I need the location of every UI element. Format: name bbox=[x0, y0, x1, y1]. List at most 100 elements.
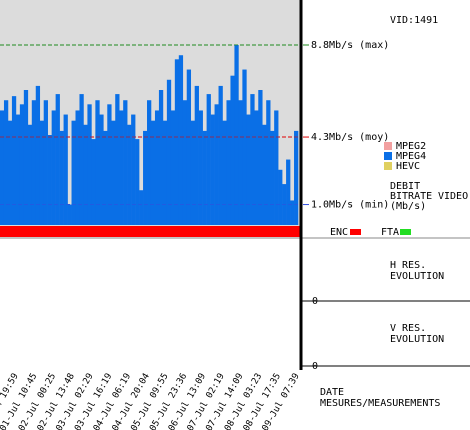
bitrate-bar bbox=[154, 110, 160, 225]
bitrate-bar bbox=[79, 94, 84, 225]
bitrate-bar bbox=[278, 169, 283, 225]
y-axis-label: DEBIT bbox=[390, 181, 420, 192]
bitrate-bar bbox=[294, 130, 299, 225]
bitrate-bar bbox=[178, 55, 184, 226]
bitrate-bar bbox=[158, 90, 164, 225]
bitrate-bar bbox=[3, 100, 9, 225]
bitrate-bar bbox=[135, 139, 140, 225]
bitrate-bar bbox=[23, 90, 29, 225]
bitrate-bar bbox=[206, 94, 211, 225]
bitrate-bar bbox=[186, 69, 192, 225]
bitrate-bar bbox=[115, 94, 120, 225]
legend-swatch bbox=[384, 152, 392, 160]
bitrate-bar bbox=[31, 100, 37, 225]
bitrate-bar bbox=[210, 114, 215, 225]
bitrate-bar bbox=[222, 120, 227, 225]
bitrate-bar bbox=[87, 104, 92, 225]
panel-label: EVOLUTION bbox=[390, 334, 444, 345]
bitrate-bar bbox=[11, 96, 17, 226]
bitrate-bar bbox=[198, 110, 203, 225]
status-band bbox=[0, 226, 301, 237]
bitrate-bar bbox=[230, 75, 235, 225]
bitrate-bar bbox=[238, 100, 243, 225]
bitrate-bar bbox=[143, 130, 148, 225]
bitrate-bar bbox=[27, 124, 33, 225]
bitrate-bar bbox=[55, 94, 60, 225]
bitrate-bar bbox=[214, 104, 219, 225]
bitrate-bar bbox=[190, 120, 195, 225]
bitrate-bar bbox=[166, 79, 172, 225]
bitrate-bar bbox=[7, 120, 13, 225]
bitrate-bar bbox=[83, 124, 88, 225]
bitrate-bar bbox=[270, 130, 275, 225]
x-axis-label: MESURES/MEASUREMENTS bbox=[320, 398, 440, 409]
panel-tick-label: 0 bbox=[312, 296, 318, 307]
bitrate-bar bbox=[67, 204, 72, 225]
bitrate-bar bbox=[262, 124, 267, 225]
reference-label: 1.0Mb/s (min) bbox=[311, 200, 389, 211]
bitrate-bar bbox=[150, 120, 156, 225]
bitrate-bar bbox=[123, 100, 128, 225]
bitrate-bar bbox=[182, 100, 188, 225]
bitrate-bar bbox=[63, 114, 68, 225]
bitrate-bar bbox=[0, 110, 5, 225]
bitrate-bar bbox=[59, 130, 64, 225]
vid: VID:1491 bbox=[390, 15, 438, 26]
bitrate-bar bbox=[266, 100, 271, 225]
panel-tick-label: 0 bbox=[312, 361, 318, 372]
bitrate-bar bbox=[250, 94, 255, 225]
bitrate-bar bbox=[194, 85, 199, 225]
bitrate-bar bbox=[119, 110, 124, 225]
bitrate-bar bbox=[174, 59, 180, 226]
bitrate-bar bbox=[51, 110, 56, 225]
status-swatch bbox=[350, 229, 361, 235]
bitrate-bar bbox=[162, 120, 168, 225]
bitrate-bar bbox=[75, 110, 80, 225]
legend-label: MPEG4 bbox=[396, 151, 426, 162]
bitrate-bar bbox=[103, 130, 108, 225]
panel-label: V RES. bbox=[390, 323, 426, 334]
reference-label: 8.8Mb/s (max) bbox=[311, 40, 389, 51]
bitrate-bar bbox=[35, 85, 41, 225]
status-label: FTA bbox=[381, 227, 399, 238]
y-axis-label: (Mb/s) bbox=[390, 201, 426, 212]
bitrate-bar bbox=[258, 90, 263, 225]
panel-label: EVOLUTION bbox=[390, 271, 444, 282]
bitrate-bar bbox=[234, 45, 239, 225]
bitrate-bar bbox=[91, 139, 96, 225]
bitrate-bar bbox=[39, 120, 45, 225]
bitrate-bar bbox=[127, 124, 132, 225]
bitrate-bar bbox=[242, 69, 247, 225]
panel-label: H RES. bbox=[390, 260, 426, 271]
bitrate-bar bbox=[71, 120, 76, 225]
status-label: ENC bbox=[330, 227, 348, 238]
x-axis-label: DATE bbox=[320, 387, 344, 398]
bitrate-bar bbox=[274, 110, 279, 225]
y-axis-label: BITRATE bbox=[390, 191, 432, 202]
bitrate-bar bbox=[15, 114, 21, 225]
bitrate-bar bbox=[254, 110, 259, 225]
bitrate-bar bbox=[202, 130, 207, 225]
bitrate-bar bbox=[107, 104, 112, 225]
legend-label: MPEG2 bbox=[396, 141, 426, 152]
bitrate-bar bbox=[111, 120, 116, 225]
legend-label: HEVC bbox=[396, 161, 420, 172]
bitrate-bar bbox=[147, 100, 152, 225]
y-axis-label: VIDEO bbox=[438, 191, 468, 202]
legend-swatch bbox=[384, 142, 392, 150]
status-swatch bbox=[400, 229, 411, 235]
bitrate-bar bbox=[47, 135, 52, 225]
bitrate-bar bbox=[170, 110, 176, 225]
bitrate-bar bbox=[290, 200, 295, 225]
legend-swatch bbox=[384, 162, 392, 170]
bitrate-bar bbox=[286, 159, 291, 225]
bitrate-bar bbox=[131, 114, 136, 225]
bitrate-bar bbox=[218, 85, 223, 225]
bitrate-bar bbox=[246, 114, 251, 225]
bitrate-bar bbox=[99, 114, 104, 225]
bitrate-bar bbox=[19, 104, 25, 225]
bitrate-bar bbox=[95, 100, 100, 225]
bitrate-bar bbox=[139, 190, 144, 225]
reference-label: 4.3Mb/s (moy) bbox=[311, 132, 389, 143]
